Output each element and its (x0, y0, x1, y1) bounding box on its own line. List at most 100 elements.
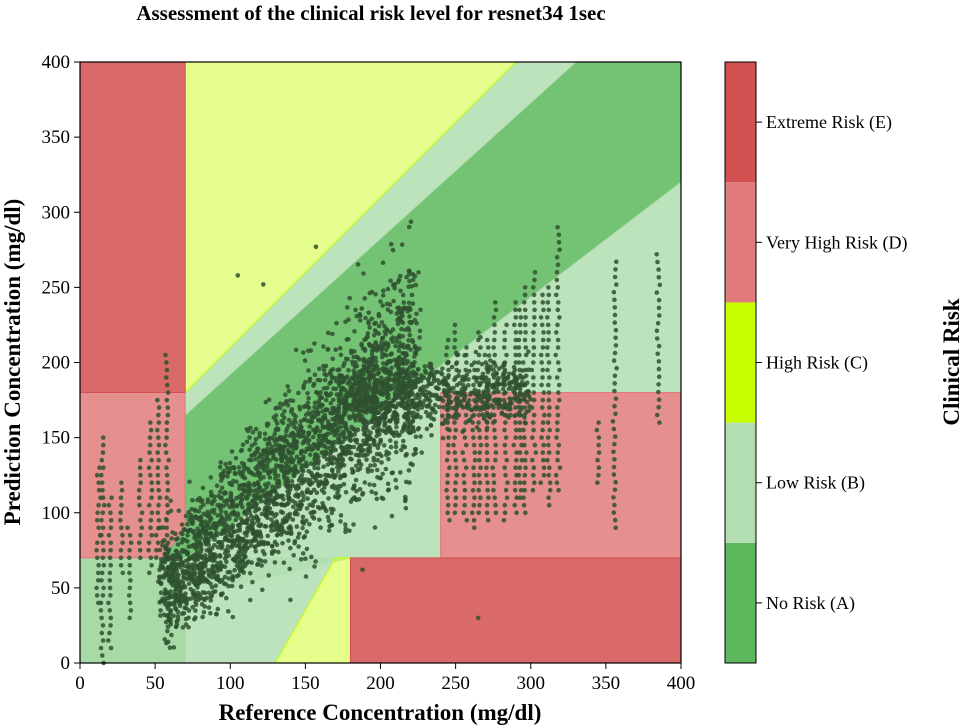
scatter-point (255, 467, 260, 473)
scatter-point (516, 395, 521, 401)
scatter-point (245, 502, 251, 508)
scatter-point (382, 421, 388, 427)
scatter-point (452, 330, 458, 335)
scatter-point (174, 571, 180, 577)
scatter-point (218, 567, 223, 572)
scatter-point (451, 442, 456, 448)
scatter-point (304, 490, 310, 495)
scatter-point (279, 532, 284, 537)
scatter-point (163, 352, 168, 358)
scatter-point (484, 435, 489, 440)
scatter-point (283, 518, 289, 524)
zone-e-region-1 (79, 61, 186, 394)
x-tick-label: 50 (146, 673, 165, 694)
scatter-point (180, 625, 186, 630)
scatter-point (546, 285, 551, 290)
scatter-point (317, 366, 322, 372)
scatter-point (293, 493, 298, 499)
scatter-point (108, 623, 113, 628)
scatter-point (327, 424, 333, 430)
scatter-point (288, 545, 293, 551)
scatter-point (387, 302, 393, 307)
scatter-point (595, 457, 600, 463)
scatter-point (374, 496, 380, 502)
scatter-point (408, 423, 413, 428)
scatter-point (531, 345, 537, 350)
scatter-point (612, 403, 617, 409)
scatter-point (461, 480, 467, 486)
scatter-point (284, 463, 290, 468)
scatter-point (464, 518, 470, 523)
scatter-point (323, 449, 328, 455)
scatter-point (464, 372, 470, 378)
scatter-point (346, 447, 351, 453)
y-axis-label: Prediction Concentration (mg/dl) (0, 199, 25, 526)
scatter-point (242, 520, 248, 525)
scatter-point (505, 375, 511, 380)
scatter-point (100, 638, 106, 643)
scatter-point (163, 571, 168, 577)
scatter-point (348, 499, 354, 504)
scatter-point (390, 335, 396, 340)
scatter-point (289, 409, 294, 415)
scatter-point (306, 405, 312, 411)
scatter-point (532, 442, 538, 448)
scatter-point (108, 615, 114, 621)
scatter-point (518, 435, 523, 440)
scatter-point (271, 502, 277, 507)
scatter-point (355, 262, 361, 267)
scatter-point (380, 293, 386, 298)
scatter-point (556, 382, 562, 388)
scatter-point (125, 525, 130, 531)
scatter-point (376, 313, 382, 319)
scatter-point (554, 375, 560, 380)
scatter-point (522, 480, 527, 486)
scatter-point (186, 581, 192, 586)
scatter-point (503, 435, 509, 440)
scatter-point (317, 428, 323, 434)
scatter-point (333, 347, 339, 353)
scatter-point (541, 330, 546, 335)
scatter-point (305, 418, 311, 424)
scatter-point (171, 563, 177, 569)
scatter-point (484, 383, 490, 389)
scatter-point (454, 403, 460, 408)
scatter-point (351, 485, 357, 490)
scatter-point (476, 352, 482, 358)
scatter-point (596, 442, 601, 448)
scatter-point (273, 476, 278, 481)
scatter-point (320, 409, 325, 414)
scatter-point (613, 343, 619, 348)
scatter-point (546, 337, 551, 343)
scatter-point (138, 555, 143, 561)
scatter-point (429, 372, 435, 378)
scatter-point (411, 452, 416, 457)
scatter-point (147, 502, 152, 508)
scatter-point (386, 487, 392, 493)
scatter-point (545, 322, 551, 328)
scatter-point (164, 382, 170, 388)
scatter-point (304, 506, 310, 511)
scatter-point (387, 407, 393, 413)
scatter-point (272, 548, 277, 554)
scatter-point (338, 352, 344, 358)
scatter-point (197, 515, 203, 521)
scatter-point (403, 352, 409, 358)
scatter-point (307, 502, 313, 508)
scatter-point (447, 394, 453, 399)
scatter-point (329, 460, 334, 466)
scatter-point (178, 596, 183, 602)
scatter-point (373, 491, 379, 496)
scatter-point (472, 480, 477, 486)
scatter-point (118, 495, 124, 501)
scatter-point (388, 359, 393, 365)
scatter-point (540, 345, 546, 350)
scatter-point (368, 409, 373, 414)
scatter-point (504, 352, 509, 358)
scatter-point (539, 382, 544, 388)
scatter-point (519, 379, 525, 385)
x-tick-label: 400 (667, 673, 696, 694)
scatter-point (259, 461, 264, 467)
scatter-point (224, 514, 230, 519)
scatter-point (274, 426, 279, 431)
